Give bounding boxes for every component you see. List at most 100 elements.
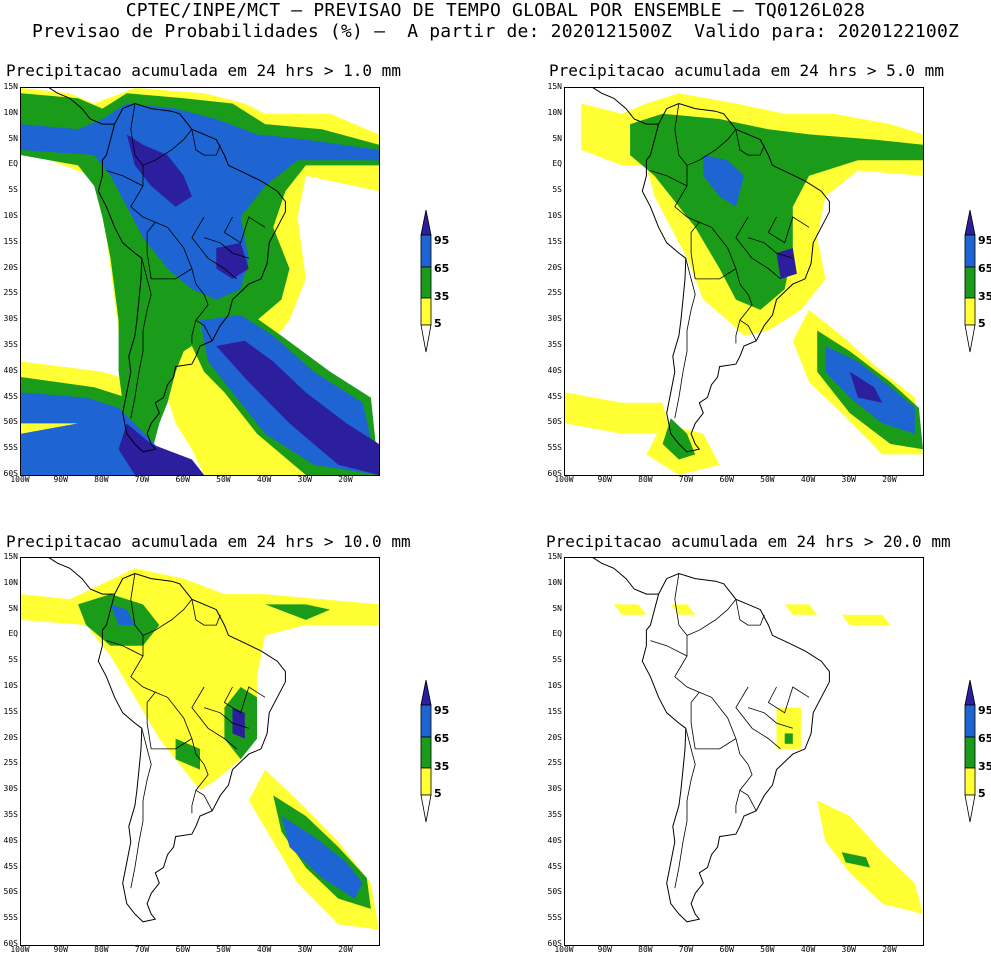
- longitude-label: 70W: [678, 945, 694, 954]
- longitude-label: 20W: [338, 475, 353, 484]
- longitude-label: 60W: [719, 945, 734, 954]
- colorbar-label: 5: [434, 787, 442, 800]
- country-border: [674, 258, 696, 419]
- country-border: [191, 216, 237, 280]
- latitude-label: 15N: [547, 552, 562, 561]
- latitude-label: 45S: [547, 861, 562, 871]
- colorbar-label: 65: [978, 262, 991, 275]
- probability-area-level5: [784, 604, 818, 615]
- coastline: [97, 572, 286, 923]
- colorbar-label: 65: [434, 732, 450, 745]
- latitude-label: 60S: [3, 469, 18, 478]
- colorbar-label: 5: [978, 317, 986, 330]
- map-panel-1: [20, 87, 380, 476]
- latitude-label: 10S: [3, 211, 18, 220]
- longitude-label: 100W: [10, 475, 30, 484]
- colorbar-segment: [964, 266, 976, 299]
- latitude-label: 15S: [547, 706, 562, 716]
- country-border: [130, 258, 152, 419]
- latitude-label: 15N: [3, 82, 18, 91]
- latitude-label: 50S: [547, 417, 562, 427]
- probability-area-level65: [21, 103, 379, 300]
- latitude-label: 30S: [3, 314, 18, 324]
- coastline: [641, 572, 830, 923]
- longitude-label: 70W: [678, 475, 694, 484]
- latitude-label: 25S: [3, 288, 18, 298]
- country-border: [130, 599, 193, 739]
- probability-area-level5: [776, 707, 801, 749]
- country-border: [735, 216, 781, 280]
- panel-title-2: Precipitacao acumulada em 24 hrs > 5.0 m…: [549, 61, 944, 80]
- probability-area-level95: [216, 242, 249, 279]
- latitude-label: 60S: [3, 939, 18, 948]
- latitude-label: 55S: [547, 913, 562, 923]
- longitude-label: 90W: [53, 945, 68, 954]
- probability-area-level35: [841, 852, 871, 868]
- longitude-label: 20W: [338, 945, 353, 954]
- colorbar-graphic: [964, 679, 976, 823]
- longitude-label: 100W: [10, 945, 30, 954]
- longitude-label: 80W: [94, 945, 109, 954]
- colorbar-graphic: [420, 209, 432, 353]
- colorbar-label: 35: [978, 290, 991, 303]
- country-border: [130, 573, 144, 636]
- probability-area-level35: [784, 733, 793, 744]
- colorbar-segment: [420, 324, 432, 353]
- probability-area-level95: [776, 248, 797, 279]
- latitude-label: 45S: [3, 391, 18, 401]
- longitude-label: 100W: [554, 945, 574, 954]
- latitude-label: 5N: [8, 133, 18, 143]
- coastline: [97, 102, 286, 453]
- colorbar-label: 35: [978, 760, 991, 773]
- longitude-label: 60W: [175, 945, 190, 954]
- longitude-label: 70W: [134, 475, 150, 484]
- colorbar-label: 35: [434, 760, 450, 773]
- probability-area-level65: [281, 816, 363, 899]
- longitude-label: 80W: [638, 945, 653, 954]
- longitude-label: 80W: [94, 475, 109, 484]
- country-border: [151, 268, 193, 280]
- colorbar-graphic: [964, 209, 976, 353]
- colorbar-segment: [964, 767, 976, 796]
- latitude-label: 60S: [547, 469, 562, 478]
- probability-area-level65: [110, 604, 135, 626]
- latitude-label: 20S: [547, 732, 562, 742]
- longitude-label: 90W: [597, 475, 612, 484]
- country-border: [739, 319, 757, 341]
- probability-area-level5: [565, 392, 671, 434]
- latitude-label: 45S: [547, 391, 562, 401]
- longitude-label: 40W: [256, 945, 272, 954]
- country-border: [195, 789, 213, 811]
- colorbar-label: 35: [434, 290, 450, 303]
- colorbar-segment: [420, 234, 432, 268]
- header-line-2: Previsao de Probabilidades (%) — A parti…: [31, 21, 960, 42]
- colorbar-segment: [420, 209, 432, 236]
- colorbar-segment: [420, 704, 432, 738]
- latitude-label: EQ: [8, 629, 18, 639]
- colorbar-label: 95: [434, 704, 450, 717]
- map-panel-2: [564, 87, 924, 476]
- longitude-label: 80W: [638, 475, 653, 484]
- longitude-label: 30W: [841, 945, 856, 954]
- longitude-label: 90W: [53, 475, 68, 484]
- latitude-label: 20S: [547, 262, 562, 272]
- colorbar-label: 5: [978, 787, 986, 800]
- longitude-label: 40W: [800, 475, 816, 484]
- country-border: [735, 268, 753, 344]
- probability-area-level95: [232, 707, 245, 739]
- longitude-label: 60W: [175, 475, 190, 484]
- latitude-label: 15S: [3, 236, 18, 246]
- country-border: [695, 738, 737, 750]
- colorbar-4: 95 65 35 5: [962, 679, 991, 825]
- longitude-label: 20W: [882, 475, 897, 484]
- coastline: [641, 102, 830, 453]
- coastline-central-america: [592, 558, 659, 595]
- coastline-central-america: [48, 558, 115, 595]
- country-border: [106, 640, 144, 657]
- country-border: [191, 129, 221, 156]
- longitude-label: 40W: [256, 475, 272, 484]
- latitude-label: 60S: [547, 939, 562, 948]
- latitude-label: 55S: [3, 443, 18, 453]
- country-border: [130, 103, 144, 166]
- latitude-label: 15S: [547, 236, 562, 246]
